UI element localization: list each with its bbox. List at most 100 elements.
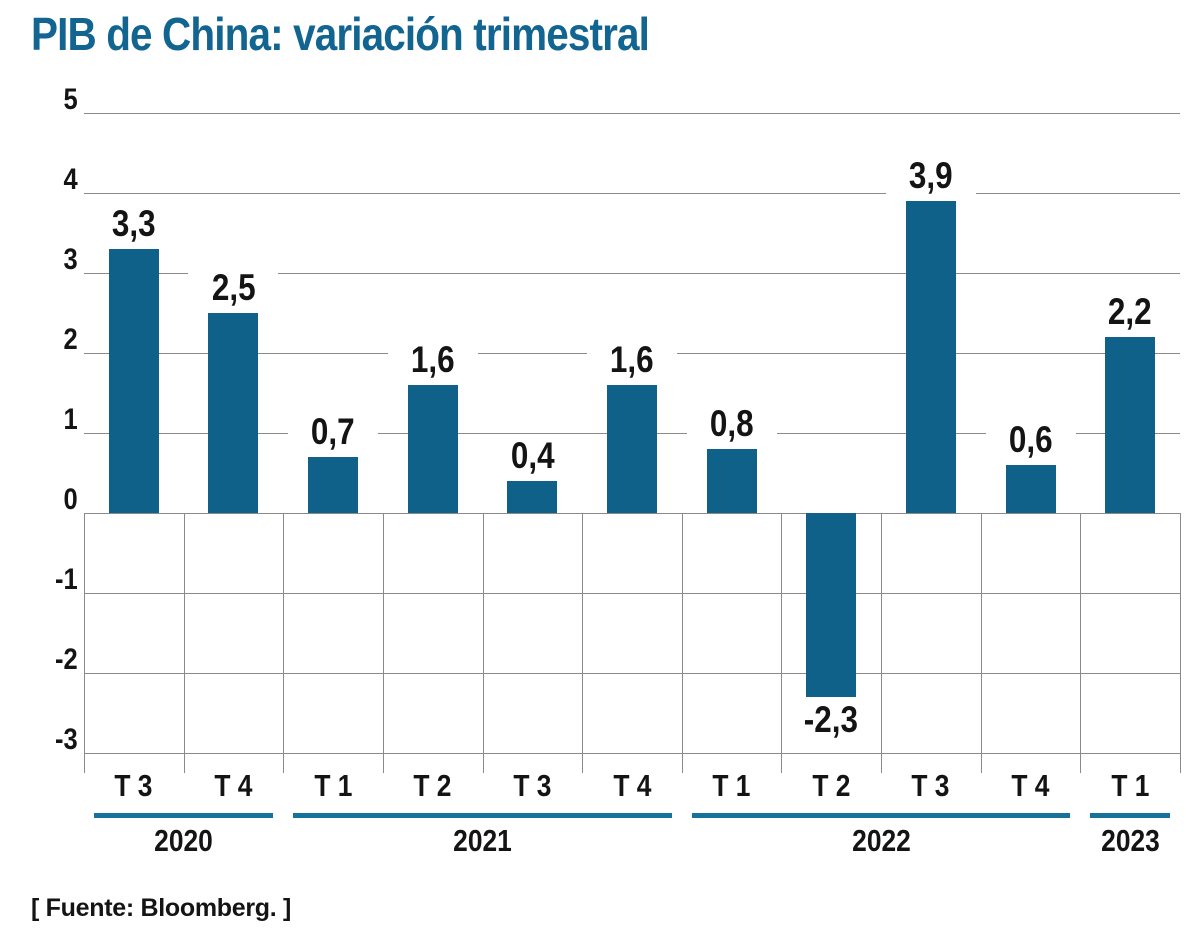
quarter-label-text: T 1 bbox=[712, 768, 751, 803]
gridline-y-2 bbox=[84, 673, 1180, 674]
column-separator-6 bbox=[681, 513, 683, 773]
quarter-label-8: T 3 bbox=[881, 770, 981, 802]
gridline-y3 bbox=[84, 273, 1180, 274]
column-separator-4 bbox=[482, 513, 484, 773]
y-axis-label-3: 3 bbox=[0, 241, 78, 279]
year-label-text: 2023 bbox=[1100, 823, 1160, 858]
year-label-2023: 2023 bbox=[1090, 825, 1170, 857]
quarter-label-0: T 3 bbox=[84, 770, 184, 802]
column-separator-11 bbox=[1180, 513, 1181, 773]
column-separator-9 bbox=[980, 513, 982, 773]
bar-value-text: 2,5 bbox=[211, 267, 256, 308]
column-separator-2 bbox=[283, 513, 285, 773]
quarter-label-3: T 2 bbox=[383, 770, 483, 802]
y-axis-label-1: 1 bbox=[0, 401, 78, 439]
bar-value-text: -2,3 bbox=[804, 699, 859, 740]
bar-value-label-10: 2,2 bbox=[1085, 291, 1176, 332]
bar-T1-10 bbox=[1105, 337, 1156, 513]
quarter-label-text: T 2 bbox=[812, 768, 851, 803]
bar-value-text: 0,8 bbox=[709, 403, 754, 444]
quarter-label-2: T 1 bbox=[283, 770, 383, 802]
y-axis-label-text: 0 bbox=[63, 483, 78, 516]
bar-value-text: 0,6 bbox=[1008, 419, 1053, 460]
quarter-label-text: T 4 bbox=[214, 768, 253, 803]
y-axis-label-text: 2 bbox=[63, 323, 78, 356]
y-axis-label-text: -3 bbox=[55, 723, 78, 756]
bar-value-text: 2,2 bbox=[1108, 291, 1153, 332]
y-axis-label--3: -3 bbox=[0, 721, 78, 759]
bar-T4-5 bbox=[607, 385, 657, 513]
bar-value-label-7: -2,3 bbox=[786, 699, 877, 740]
year-label-text: 2022 bbox=[851, 823, 911, 858]
gridline-y-1 bbox=[84, 593, 1180, 594]
quarter-label-6: T 1 bbox=[682, 770, 782, 802]
bar-T3-8 bbox=[905, 201, 956, 513]
bar-value-label-2: 0,7 bbox=[288, 413, 379, 451]
quarter-label-text: T 3 bbox=[911, 768, 950, 803]
bar-value-label-0: 3,3 bbox=[88, 203, 179, 244]
bar-value-label-5: 1,6 bbox=[587, 341, 677, 379]
column-separator-10 bbox=[1080, 513, 1082, 773]
bar-T2-7 bbox=[806, 513, 857, 697]
quarter-label-9: T 4 bbox=[981, 770, 1081, 802]
chart-title-text: PIB de China: variación trimestral bbox=[31, 8, 650, 60]
column-separator-8 bbox=[881, 513, 883, 773]
quarter-label-text: T 4 bbox=[1011, 768, 1050, 803]
quarter-label-text: T 4 bbox=[612, 768, 652, 803]
y-axis-label-4: 4 bbox=[0, 161, 78, 199]
quarter-label-text: T 3 bbox=[513, 768, 552, 803]
quarter-label-text: T 1 bbox=[314, 768, 353, 803]
bar-value-label-3: 1,6 bbox=[387, 339, 478, 380]
bar-value-label-1: 2,5 bbox=[188, 267, 279, 308]
column-separator-3 bbox=[382, 513, 384, 773]
year-label-2022: 2022 bbox=[692, 825, 1071, 857]
bar-value-label-9: 0,6 bbox=[985, 419, 1076, 460]
year-underline-2021 bbox=[293, 813, 672, 818]
bar-T2-3 bbox=[407, 385, 458, 513]
quarter-label-10: T 1 bbox=[1080, 770, 1180, 802]
bar-T1-2 bbox=[308, 457, 359, 513]
y-axis-label-text: -1 bbox=[55, 563, 78, 596]
y-axis-label-2: 2 bbox=[0, 321, 78, 359]
y-axis-label-5: 5 bbox=[0, 81, 78, 119]
year-label-text: 2020 bbox=[154, 823, 213, 858]
bar-value-label-8: 3,9 bbox=[885, 155, 976, 196]
bar-T1-6 bbox=[706, 449, 757, 513]
bar-value-text: 3,3 bbox=[111, 203, 156, 244]
column-separator-0 bbox=[84, 513, 85, 773]
source-note: [ Fuente: Bloomberg. ] bbox=[31, 894, 292, 922]
quarter-label-1: T 4 bbox=[184, 770, 284, 802]
chart-title: PIB de China: variación trimestral bbox=[31, 8, 733, 60]
y-axis-label--2: -2 bbox=[0, 641, 78, 679]
year-label-2020: 2020 bbox=[94, 825, 273, 857]
y-axis-label--1: -1 bbox=[0, 561, 78, 599]
gridline-y4 bbox=[84, 193, 1180, 194]
quarter-label-4: T 3 bbox=[483, 770, 583, 802]
quarter-label-text: T 2 bbox=[413, 768, 452, 803]
year-label-2021: 2021 bbox=[293, 825, 672, 857]
bar-T3-0 bbox=[108, 249, 159, 513]
bar-T3-4 bbox=[507, 481, 558, 513]
bar-value-text: 1,6 bbox=[410, 339, 455, 380]
quarter-label-5: T 4 bbox=[582, 770, 682, 802]
y-axis-label-text: 4 bbox=[63, 163, 78, 196]
y-axis-label-text: 5 bbox=[63, 83, 78, 116]
bar-value-text: 3,9 bbox=[909, 155, 953, 196]
quarter-label-7: T 2 bbox=[781, 770, 881, 802]
gridline-y5 bbox=[84, 113, 1180, 114]
y-axis-label-0: 0 bbox=[0, 481, 78, 519]
gridline-y0 bbox=[84, 513, 1180, 514]
column-separator-1 bbox=[183, 513, 185, 773]
year-underline-2020 bbox=[94, 813, 274, 818]
quarter-label-text: T 1 bbox=[1111, 768, 1150, 803]
bar-value-label-4: 0,4 bbox=[487, 435, 578, 476]
column-separator-5 bbox=[582, 513, 584, 773]
year-underline-2023 bbox=[1090, 813, 1170, 818]
y-axis-label-text: 1 bbox=[63, 403, 78, 436]
y-axis-label-text: -2 bbox=[55, 643, 78, 676]
bar-value-text: 0,4 bbox=[510, 435, 555, 476]
gridline-y-3 bbox=[84, 753, 1180, 754]
bar-value-label-6: 0,8 bbox=[686, 403, 777, 444]
